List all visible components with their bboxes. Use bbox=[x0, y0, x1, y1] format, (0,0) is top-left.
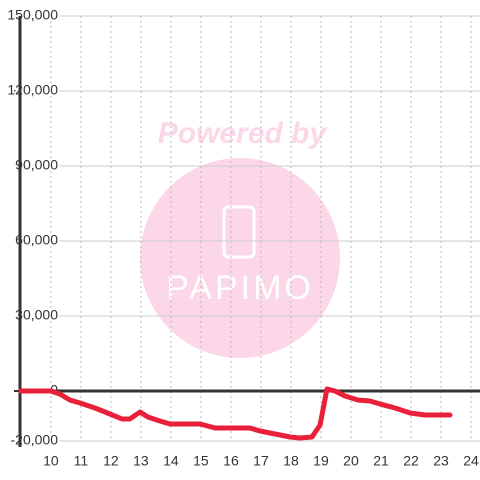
watermark-text: PAPIMO bbox=[166, 269, 314, 307]
x-tick-label: 13 bbox=[133, 453, 149, 469]
x-tick-label: 19 bbox=[313, 453, 329, 469]
watermark: Powered by PAPIMO bbox=[140, 117, 340, 358]
y-tick-label: 90,000 bbox=[15, 157, 58, 173]
x-tick-label: 16 bbox=[223, 453, 239, 469]
x-tick-label: 11 bbox=[74, 453, 89, 469]
x-tick-label: 20 bbox=[343, 453, 359, 469]
y-tick-label: 150,000 bbox=[7, 7, 58, 23]
x-tick-label: 17 bbox=[253, 453, 269, 469]
x-tick-label: 15 bbox=[193, 453, 209, 469]
x-tick-label: 24 bbox=[463, 453, 479, 469]
y-tick-label: -20,000 bbox=[11, 432, 59, 448]
x-tick-label: 18 bbox=[283, 453, 299, 469]
x-tick-label: 21 bbox=[373, 453, 389, 469]
x-tick-label: 23 bbox=[433, 453, 449, 469]
x-tick-label: 14 bbox=[163, 453, 179, 469]
line-series bbox=[18, 386, 453, 441]
watermark-text: Powered by bbox=[158, 117, 328, 150]
y-tick-label: 30,000 bbox=[15, 307, 58, 323]
y-tick-label: 60,000 bbox=[15, 232, 58, 248]
watermark-icon bbox=[222, 205, 256, 259]
y-tick-label: 120,000 bbox=[7, 82, 58, 98]
x-tick-label: 10 bbox=[43, 453, 59, 469]
x-tick-label: 12 bbox=[103, 453, 119, 469]
x-tick-label: 22 bbox=[403, 453, 419, 469]
